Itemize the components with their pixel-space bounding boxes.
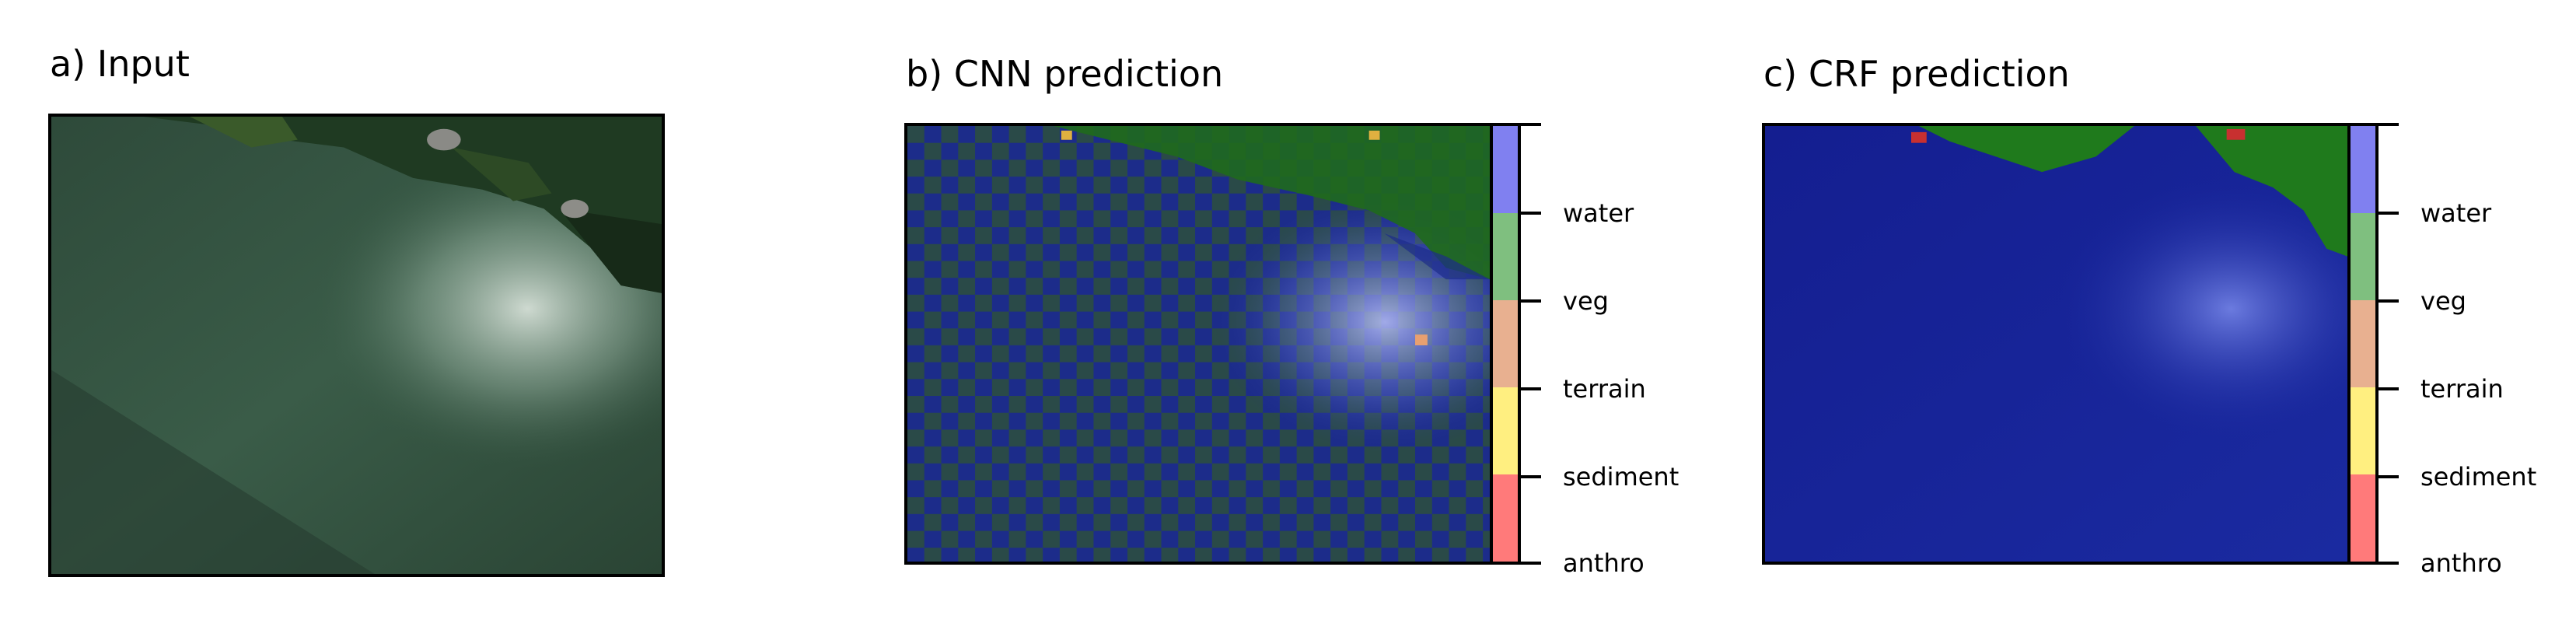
cnn-colorbar-anthro <box>1493 474 1518 562</box>
crf-colorbar-water <box>2351 126 2375 213</box>
crf-colorbar-anthro <box>2351 474 2375 562</box>
cnn-overlay <box>907 126 1490 562</box>
crf-tick-anthro <box>2379 562 2399 565</box>
cnn-colorbar <box>1490 123 1521 565</box>
cnn-tick-veg <box>1521 299 1541 303</box>
panel-c-title: c) CRF prediction <box>1763 53 2070 95</box>
crf-label-water: water <box>2420 198 2492 228</box>
cnn-label-water: water <box>1563 198 1634 228</box>
cnn-label-sediment: sediment <box>1563 462 1679 492</box>
crf-tick-sediment <box>2379 475 2399 478</box>
crf-colorbar-sediment <box>2351 387 2375 474</box>
cnn-label-terrain: terrain <box>1563 374 1646 404</box>
input-photo <box>51 117 662 574</box>
crf-tick-water <box>2379 212 2399 215</box>
crf-colorbar-terrain <box>2351 300 2375 387</box>
crf-label-terrain: terrain <box>2420 374 2504 404</box>
crf-tick-terrain <box>2379 387 2399 390</box>
cnn-tick-sediment <box>1521 475 1541 478</box>
input-image <box>48 114 665 577</box>
cnn-label-veg: veg <box>1563 286 1609 316</box>
cnn-prediction-image <box>904 123 1493 565</box>
cnn-colorbar-top-tick <box>1521 123 1541 126</box>
crf-label-veg: veg <box>2420 286 2466 316</box>
crf-colorbar-veg <box>2351 213 2375 300</box>
crf-colorbar-top-tick <box>2379 123 2399 126</box>
panel-b-title: b) CNN prediction <box>906 53 1224 95</box>
crf-overlay <box>1765 126 2347 562</box>
cnn-colorbar-water <box>1493 126 1518 213</box>
panel-a-title: a) Input <box>50 43 190 85</box>
cnn-colorbar-veg <box>1493 213 1518 300</box>
cnn-label-anthro: anthro <box>1563 548 1645 578</box>
crf-prediction-image <box>1762 123 2351 565</box>
cnn-colorbar-sediment <box>1493 387 1518 474</box>
cnn-tick-water <box>1521 212 1541 215</box>
cnn-colorbar-terrain <box>1493 300 1518 387</box>
cnn-tick-anthro <box>1521 562 1541 565</box>
crf-tick-veg <box>2379 299 2399 303</box>
crf-label-sediment: sediment <box>2420 462 2537 492</box>
crf-label-anthro: anthro <box>2420 548 2502 578</box>
crf-colorbar <box>2347 123 2379 565</box>
cnn-tick-terrain <box>1521 387 1541 390</box>
